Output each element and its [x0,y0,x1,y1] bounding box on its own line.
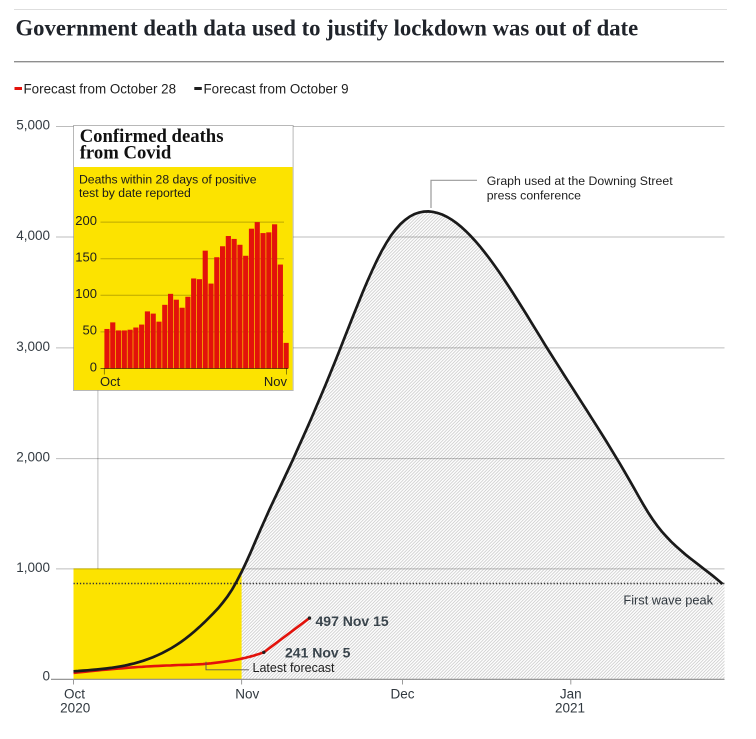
svg-text:Nov: Nov [264,374,288,389]
svg-text:Government death data used to: Government death data used to justify lo… [16,16,639,41]
svg-text:press conference: press conference [487,188,581,202]
svg-text:Confirmed deaths: Confirmed deaths [80,126,224,147]
svg-text:100: 100 [75,286,97,301]
svg-text:3,000: 3,000 [16,339,50,354]
svg-text:2020: 2020 [60,700,90,715]
svg-text:Forecast from October 9: Forecast from October 9 [204,81,349,96]
svg-text:Oct: Oct [100,374,121,389]
svg-text:Jan: Jan [560,687,582,702]
svg-text:0: 0 [90,359,97,374]
svg-text:5,000: 5,000 [16,118,50,133]
svg-text:from Covid: from Covid [80,143,172,164]
svg-text:200: 200 [75,213,97,228]
svg-text:Nov: Nov [235,687,259,702]
svg-text:2021: 2021 [555,700,585,715]
svg-text:test by date reported: test by date reported [79,186,191,200]
svg-text:Deaths within 28 days of posit: Deaths within 28 days of positive [79,173,257,187]
svg-text:1,000: 1,000 [16,560,50,575]
svg-text:First wave peak: First wave peak [623,592,713,607]
svg-text:4,000: 4,000 [16,228,50,243]
svg-text:Dec: Dec [390,687,414,702]
svg-text:50: 50 [83,323,97,338]
svg-text:241 Nov 5: 241 Nov 5 [285,644,351,660]
svg-text:2,000: 2,000 [16,450,50,465]
svg-text:150: 150 [75,250,97,265]
svg-text:Oct: Oct [64,687,85,702]
svg-text:Latest forecast: Latest forecast [253,661,336,675]
svg-text:0: 0 [42,669,50,684]
svg-text:497 Nov 15: 497 Nov 15 [316,613,389,629]
svg-text:Graph used at the Downing Stre: Graph used at the Downing Street [487,174,674,188]
svg-text:Forecast from October 28: Forecast from October 28 [24,81,177,96]
